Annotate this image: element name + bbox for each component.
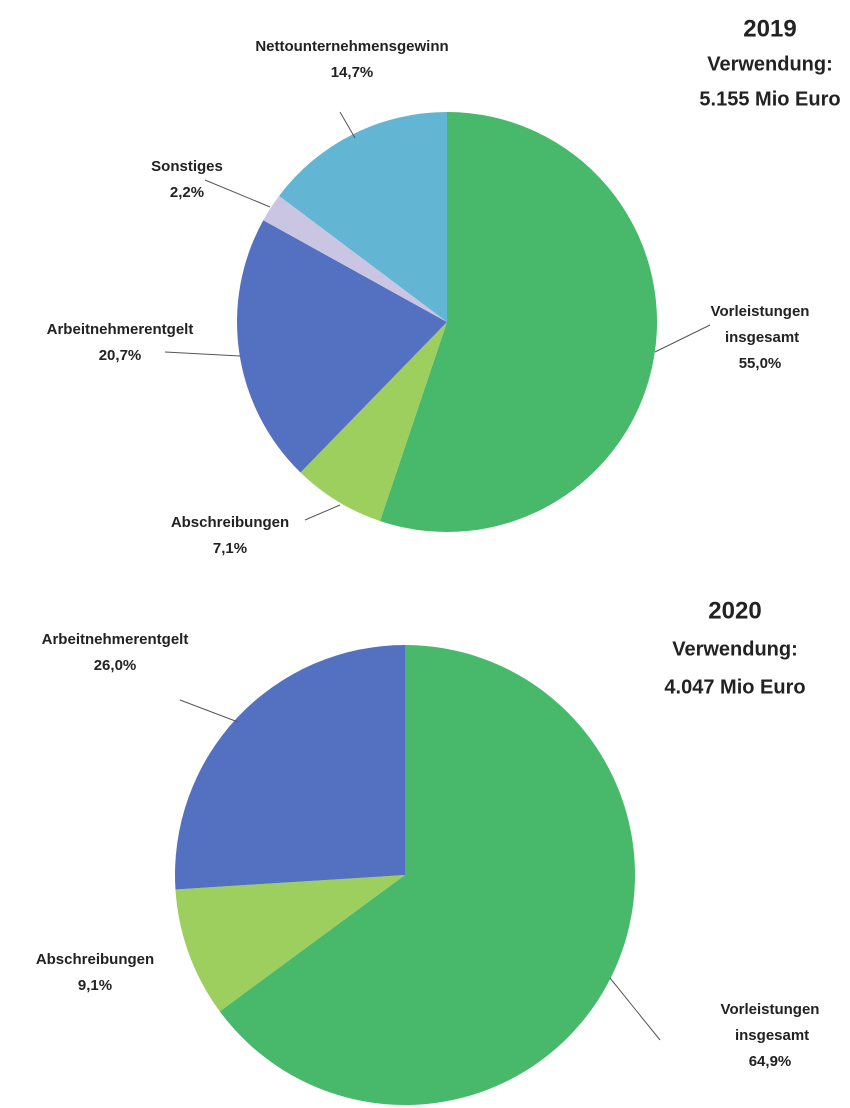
slice-value-label: 26,0% xyxy=(94,657,137,674)
slice-label-line: Vorleistungen xyxy=(721,1001,820,1018)
chart-subtitle: Verwendung: xyxy=(672,638,798,660)
pie-slice xyxy=(175,875,405,1012)
slice-value-label: 14,7% xyxy=(331,64,374,81)
slice-label: Arbeitnehmerentgelt xyxy=(42,631,189,648)
slice-value-label: 20,7% xyxy=(99,347,142,364)
slice-label-line: insgesamt xyxy=(721,329,799,346)
slice-label: Nettounternehmensgewinn xyxy=(255,38,448,55)
leader-line xyxy=(609,977,661,1041)
slice-label-line: insgesamt xyxy=(731,1027,809,1044)
pie-slice xyxy=(219,645,636,1105)
pie-slice xyxy=(263,195,447,322)
slice-value-label: 9,1% xyxy=(78,977,112,994)
leader-line xyxy=(179,699,239,723)
pie-slice xyxy=(279,111,447,322)
leader-line xyxy=(204,179,271,208)
pie-slice xyxy=(300,322,447,522)
slice-label-line: Vorleistungen xyxy=(711,303,810,320)
chart-title: 2019 xyxy=(743,15,796,42)
slice-value-label: 7,1% xyxy=(213,540,247,557)
chart-title: 2020 xyxy=(708,597,761,624)
pie-slice xyxy=(380,112,657,532)
chart-subtitle: Verwendung: xyxy=(707,53,833,75)
leader-line xyxy=(339,111,356,139)
leader-line xyxy=(164,351,241,357)
slice-value-label: 64,9% xyxy=(749,1053,792,1070)
slice-label: Arbeitnehmerentgelt xyxy=(47,321,194,338)
chart-subtitle: 5.155 Mio Euro xyxy=(699,88,840,110)
leader-line xyxy=(304,504,341,521)
slice-label: Abschreibungen xyxy=(171,514,289,531)
slice-label: Vorleistungen insgesamt xyxy=(721,1001,820,1044)
pie-slice xyxy=(175,645,405,890)
slice-label: Abschreibungen xyxy=(36,951,154,968)
pie-slice xyxy=(237,220,447,473)
slice-value-label: 2,2% xyxy=(170,184,204,201)
leader-line xyxy=(654,324,711,353)
slice-label: Sonstiges xyxy=(151,158,223,175)
slice-value-label: 55,0% xyxy=(739,355,782,372)
chart-subtitle: 4.047 Mio Euro xyxy=(664,676,805,698)
slice-label: Vorleistungen insgesamt xyxy=(711,303,810,346)
